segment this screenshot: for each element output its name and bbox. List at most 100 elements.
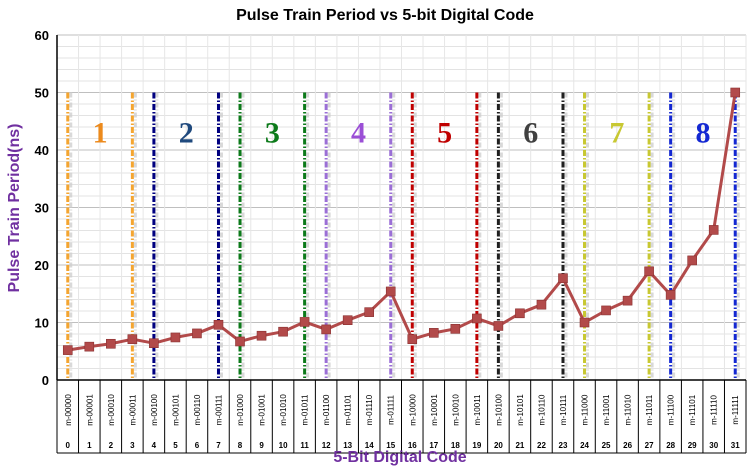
- y-tick-label: 50: [35, 86, 49, 101]
- x-index-label: 0: [66, 441, 71, 450]
- data-point: [622, 295, 633, 306]
- y-tick-label: 30: [35, 201, 49, 216]
- x-index-label: 17: [429, 441, 438, 450]
- x-code-label: m-00011: [128, 394, 137, 426]
- data-point: [579, 317, 590, 328]
- x-category-labels: m-00000 0 m-00001 1 m-00010 2 m-00011 3 m-00100 4…: [64, 394, 740, 450]
- y-tick-label: 20: [35, 258, 49, 273]
- y-tick-label: 10: [35, 316, 49, 331]
- x-index-label: 10: [279, 441, 288, 450]
- data-point: [278, 326, 288, 337]
- x-index-label: 26: [623, 441, 632, 450]
- data-point: [665, 290, 676, 300]
- x-code-label: m-11010: [624, 394, 633, 426]
- x-index-label: 16: [408, 441, 417, 450]
- x-index-label: 18: [451, 441, 460, 450]
- x-code-label: m-00000: [64, 394, 73, 426]
- x-code-label: m-00111: [214, 394, 223, 425]
- group-label: 4: [351, 117, 366, 150]
- group-label: 5: [437, 117, 452, 150]
- data-point: [106, 338, 116, 349]
- x-code-label: m-01011: [301, 394, 310, 426]
- x-code-label: m-00101: [171, 394, 180, 426]
- data-point: [450, 324, 461, 334]
- x-index-label: 23: [559, 441, 568, 450]
- data-point: [235, 336, 245, 347]
- data-point: [213, 319, 224, 330]
- data-point: [493, 321, 504, 331]
- x-index-label: 11: [300, 441, 309, 450]
- data-point: [687, 255, 697, 266]
- x-index-label: 6: [195, 441, 200, 450]
- x-index-label: 27: [645, 441, 654, 450]
- x-code-label: m-11011: [645, 394, 654, 425]
- x-axis-label: 5-Bit Digital Code: [333, 449, 466, 466]
- data-point: [428, 328, 439, 338]
- data-point: [342, 315, 353, 326]
- x-index-label: 25: [602, 441, 611, 450]
- x-code-label: m-10101: [516, 394, 525, 426]
- grid-lines: [56, 34, 747, 381]
- x-index-label: 9: [259, 441, 264, 450]
- x-code-label: m-10010: [451, 394, 460, 426]
- data-point: [62, 345, 73, 355]
- x-index-label: 2: [109, 441, 114, 450]
- x-code-label: m-11110: [710, 395, 719, 425]
- data-point: [558, 273, 568, 284]
- data-point: [149, 338, 159, 349]
- group-label: 7: [609, 117, 624, 150]
- x-code-label: m-11001: [602, 394, 611, 426]
- x-code-label: m-10100: [494, 394, 503, 426]
- data-point: [256, 330, 267, 341]
- y-tick-label: 40: [35, 143, 49, 158]
- x-code-label: m-01111: [387, 395, 396, 425]
- group-labels: 1 2 3 4 5 6 7 8: [93, 117, 711, 150]
- y-axis-label: Pulse Train Period(ns): [6, 124, 23, 293]
- x-code-label: m-10001: [430, 394, 439, 426]
- data-point: [536, 299, 547, 310]
- x-index-label: 8: [238, 441, 243, 450]
- x-code-label: m-01101: [344, 394, 353, 426]
- x-index-label: 20: [494, 441, 503, 450]
- x-index-label: 15: [386, 441, 395, 450]
- data-point: [321, 324, 331, 335]
- group-label: 2: [179, 117, 194, 150]
- series-line: [62, 87, 741, 355]
- x-index-label: 14: [365, 441, 374, 450]
- chart-title: Pulse Train Period vs 5-bit Digital Code: [236, 7, 534, 24]
- data-point: [472, 313, 482, 324]
- x-index-label: 22: [537, 441, 546, 450]
- y-tick-label: 60: [35, 28, 49, 43]
- data-point: [299, 317, 310, 327]
- x-code-label: m-11111: [731, 395, 740, 425]
- x-index-label: 12: [322, 441, 331, 450]
- x-code-label: m-01010: [279, 394, 288, 426]
- x-code-label: m-01000: [236, 394, 245, 426]
- x-code-label: m-11000: [581, 394, 590, 426]
- x-code-label: m-11101: [688, 394, 697, 425]
- data-point: [730, 87, 741, 98]
- data-point: [407, 334, 418, 344]
- data-point: [192, 328, 202, 339]
- x-code-label: m-01110: [365, 394, 374, 425]
- x-code-label: m-00110: [193, 394, 202, 426]
- group-dividers: [66, 92, 740, 380]
- x-code-label: m-00100: [150, 394, 159, 426]
- x-index-label: 1: [87, 441, 92, 450]
- x-index-label: 30: [709, 441, 718, 450]
- data-point: [515, 308, 525, 319]
- data-point: [170, 332, 181, 343]
- data-point: [364, 307, 375, 317]
- data-point: [601, 305, 611, 316]
- x-code-label: m-10011: [473, 394, 482, 426]
- x-index-label: 28: [666, 441, 675, 450]
- x-index-label: 21: [515, 441, 524, 450]
- x-code-label: m-10110: [537, 394, 546, 426]
- group-label: 8: [695, 117, 710, 150]
- x-code-label: m-00010: [107, 394, 116, 426]
- axes: [56, 35, 747, 454]
- data-point: [127, 334, 138, 344]
- x-code-label: m-01100: [322, 394, 331, 426]
- x-code-label: m-10000: [408, 394, 417, 426]
